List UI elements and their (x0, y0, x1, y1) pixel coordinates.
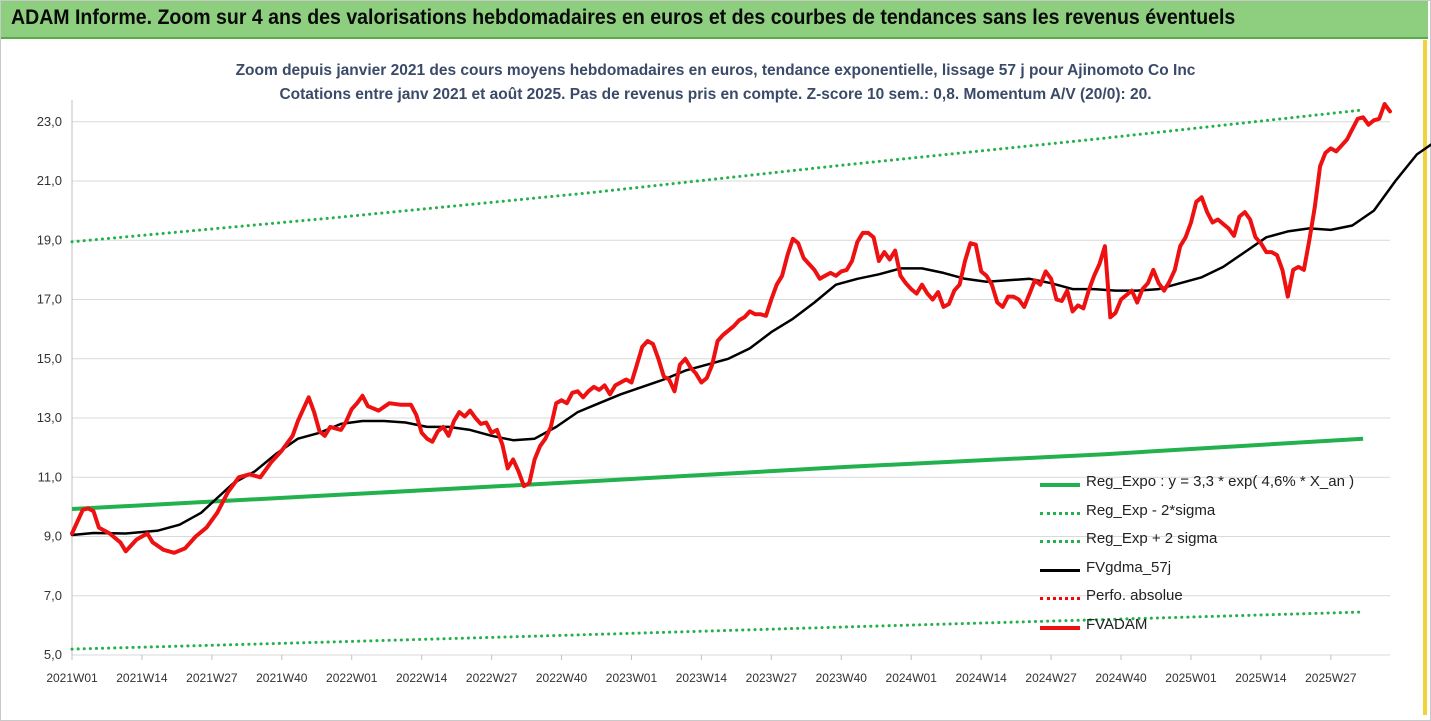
y-tick-label: 7,0 (44, 588, 62, 603)
x-tick-label: 2023W14 (676, 671, 728, 685)
chart-subtitle: Cotations entre janv 2021 et août 2025. … (279, 86, 1152, 103)
series-line (70, 102, 1392, 555)
legend-label: FVgdma_57j (1086, 558, 1172, 576)
legend-swatch (1040, 568, 1080, 572)
y-tick-label: 5,0 (44, 647, 62, 662)
x-tick-label: 2023W01 (606, 671, 658, 685)
legend-label: FVADAM (1086, 615, 1148, 633)
series-line (70, 143, 1431, 537)
x-tick-label: 2021W14 (116, 671, 168, 685)
x-tick-label: 2024W40 (1095, 671, 1147, 685)
y-tick-label: 21,0 (37, 173, 62, 188)
x-tick-label: 2021W01 (46, 671, 98, 685)
x-tick-label: 2023W40 (816, 671, 868, 685)
chart-legend: Reg_Expo : y = 3,3 * exp( 4,6% * X_an ) R… (1040, 470, 1380, 641)
report-banner: ADAM Informe. Zoom sur 4 ans des valoris… (1, 1, 1428, 39)
y-tick-label: 15,0 (37, 351, 62, 366)
y-axis-ticks: 5,0 7,0 9,0 11,0 13,0 15,0 17,0 19,0 21,0 23,0 (37, 114, 62, 662)
y-tick-label: 19,0 (37, 232, 62, 247)
x-tick-label: 2022W27 (466, 671, 518, 685)
x-tick-label: 2022W40 (536, 671, 588, 685)
series-lines (70, 102, 1431, 651)
x-tick-label: 2025W14 (1235, 671, 1287, 685)
legend-label: Reg_Exp + 2 sigma (1086, 530, 1218, 547)
legend-item: FVgdma_57j (1040, 556, 1380, 585)
legend-label: Reg_Exp - 2*sigma (1086, 501, 1216, 519)
y-tick-label: 13,0 (37, 410, 62, 425)
grid-lines (71, 100, 1390, 656)
x-tick-label: 2021W40 (256, 671, 308, 685)
legend-swatch (1040, 625, 1080, 630)
legend-swatch (1040, 597, 1080, 600)
series-line (70, 610, 1365, 651)
x-tick-label: 2024W01 (886, 671, 938, 685)
x-tick-label: 2022W14 (396, 671, 448, 685)
chart-title: Zoom depuis janvier 2021 des cours moyen… (235, 62, 1196, 79)
x-tick-label: 2022W01 (326, 671, 378, 685)
x-tick-label: 2025W27 (1305, 671, 1357, 685)
x-tick-label: 2025W01 (1165, 671, 1217, 685)
legend-item: Reg_Expo : y = 3,3 * exp( 4,6% * X_an ) (1040, 470, 1380, 499)
series-line (71, 436, 1364, 511)
legend-swatch (1040, 540, 1080, 543)
x-tick-label: 2024W14 (955, 671, 1007, 685)
legend-item: Reg_Exp - 2*sigma (1040, 499, 1380, 528)
y-tick-label: 11,0 (38, 469, 62, 484)
report-title: ADAM Informe. Zoom sur 4 ans des valoris… (11, 6, 1236, 29)
x-tick-label: 2024W27 (1025, 671, 1077, 685)
x-axis-ticks: 2021W01 2021W14 2021W27 2021W40 2022W01 2022W… (46, 655, 1357, 685)
series-line (70, 108, 1365, 244)
accent-bar (1423, 40, 1427, 715)
legend-label: Perfo. absolue (1086, 587, 1183, 604)
legend-swatch (1040, 511, 1080, 515)
legend-label: Reg_Expo : y = 3,3 * exp( 4,6% * X_an ) (1086, 473, 1355, 490)
legend-swatch (1040, 483, 1080, 487)
legend-item: Perfo. absolue (1040, 584, 1380, 613)
legend-item: Reg_Exp + 2 sigma (1040, 527, 1380, 556)
x-tick-label: 2021W27 (186, 671, 238, 685)
y-tick-label: 23,0 (37, 114, 62, 129)
y-tick-label: 9,0 (44, 529, 62, 544)
x-tick-label: 2023W27 (746, 671, 798, 685)
legend-item: FVADAM (1040, 613, 1380, 642)
y-tick-label: 17,0 (37, 292, 62, 307)
